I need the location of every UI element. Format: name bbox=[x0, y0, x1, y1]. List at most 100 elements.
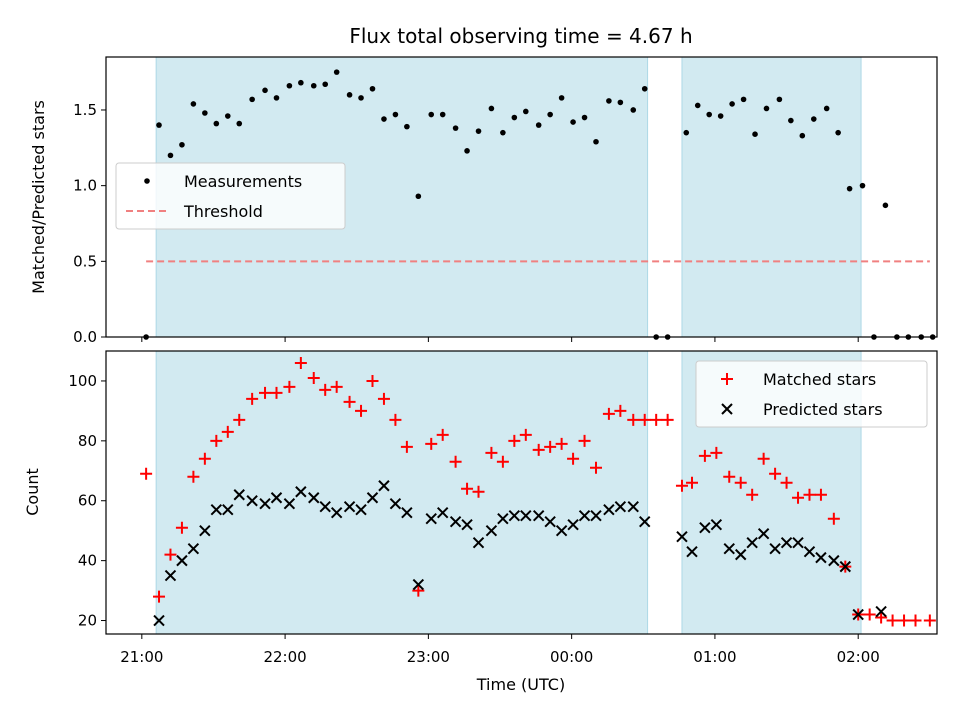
predicted-star-point bbox=[614, 501, 627, 513]
measurement-point bbox=[535, 122, 542, 128]
measurement-point bbox=[593, 138, 599, 145]
matched-star-point bbox=[863, 608, 876, 621]
measurement-point bbox=[581, 114, 588, 121]
predicted-star-point bbox=[627, 501, 639, 513]
matched-star-point bbox=[343, 395, 356, 408]
matched-star-point bbox=[685, 476, 698, 489]
legend-predicted-marker bbox=[721, 403, 733, 415]
predicted-star-point bbox=[199, 524, 211, 537]
measurement-point bbox=[224, 113, 231, 119]
measurement-point bbox=[694, 102, 701, 109]
matched-star-point bbox=[233, 413, 246, 426]
predicted-star-point bbox=[295, 486, 307, 498]
measurement-point bbox=[522, 108, 529, 115]
matched-star-point bbox=[307, 371, 320, 384]
matched-star-point bbox=[578, 434, 591, 447]
bottom-legend-box bbox=[695, 360, 928, 428]
predicted-star-point bbox=[485, 524, 498, 537]
matched-star-point bbox=[377, 392, 390, 405]
predicted-star-point bbox=[283, 498, 296, 510]
predicted-star-point bbox=[875, 605, 887, 618]
top-panel: 0.0 0.5 1.0 1.5 Matched/Predicted stars Mea… bbox=[29, 56, 938, 346]
top-x-ticks bbox=[141, 337, 859, 342]
matched-star-point bbox=[886, 614, 899, 627]
predicted-star-point bbox=[815, 551, 827, 564]
predicted-star-point bbox=[412, 578, 425, 591]
predicted-star-point bbox=[590, 510, 602, 522]
top-y-tick-label: 1.0 bbox=[73, 177, 97, 195]
measurement-point bbox=[606, 98, 612, 104]
predicted-star-point bbox=[699, 521, 711, 534]
matched-star-point bbox=[567, 452, 580, 465]
predicted-star-point bbox=[425, 512, 437, 525]
top-y-ticks: 0.0 0.5 1.0 1.5 bbox=[73, 101, 106, 346]
chart-title: Flux total observing time = 4.67 h bbox=[349, 24, 692, 48]
measurement-point bbox=[428, 111, 435, 118]
bottom-y-tick-label: 20 bbox=[78, 612, 97, 630]
legend-matched-label: Matched stars bbox=[763, 370, 876, 389]
predicted-star-point bbox=[639, 515, 651, 528]
predicted-star-point bbox=[187, 542, 200, 555]
matched-star-point bbox=[400, 440, 413, 453]
matched-star-point bbox=[650, 413, 663, 426]
matched-star-point bbox=[259, 386, 272, 399]
matched-stars-points bbox=[140, 356, 936, 627]
measurement-point bbox=[729, 101, 735, 107]
predicted-star-point bbox=[389, 498, 402, 510]
predicted-star-point bbox=[532, 510, 545, 522]
measurement-point bbox=[202, 110, 208, 116]
predicted-stars-points bbox=[153, 480, 887, 627]
measurement-point bbox=[369, 85, 376, 92]
measurement-point bbox=[179, 141, 185, 148]
bottom-y-axis-label: Count bbox=[23, 468, 42, 516]
x-tick-label: 22:00 bbox=[263, 648, 306, 666]
measurement-point bbox=[488, 105, 495, 112]
measurement-point bbox=[835, 129, 841, 136]
measurement-point bbox=[286, 82, 293, 89]
matched-star-point bbox=[449, 455, 462, 468]
matched-star-point bbox=[627, 413, 640, 426]
measurement-point bbox=[298, 79, 304, 86]
top-y-tick-label: 1.5 bbox=[73, 101, 97, 119]
measurement-point bbox=[570, 119, 576, 125]
predicted-star-point bbox=[308, 492, 320, 504]
matched-star-point bbox=[909, 614, 922, 627]
predicted-star-point bbox=[436, 507, 449, 519]
predicted-star-point bbox=[153, 614, 165, 627]
matched-star-point bbox=[330, 380, 343, 393]
predicted-star-point bbox=[508, 510, 521, 522]
matched-star-point bbox=[246, 392, 259, 405]
matched-star-point bbox=[412, 584, 425, 597]
matched-star-point bbox=[508, 434, 521, 447]
matched-star-point bbox=[638, 413, 651, 426]
matched-star-point bbox=[461, 482, 474, 495]
bottom-x-ticks: 21:00 22:00 23:00 00:00 01:00 02:00 bbox=[120, 634, 880, 666]
measurement-point bbox=[213, 120, 220, 127]
predicted-star-point bbox=[792, 536, 804, 549]
matched-star-point bbox=[472, 485, 485, 498]
measurement-point bbox=[358, 95, 364, 101]
matched-star-point bbox=[270, 386, 283, 399]
matched-star-point bbox=[532, 443, 545, 456]
measurement-point bbox=[464, 148, 470, 154]
predicted-star-point bbox=[270, 492, 283, 504]
predicted-star-point bbox=[355, 504, 367, 516]
matched-star-point bbox=[436, 428, 449, 441]
predicted-star-point bbox=[233, 489, 245, 501]
bottom-legend: Matched stars Predicted stars bbox=[695, 360, 928, 428]
predicted-star-point bbox=[343, 501, 356, 513]
measurement-point bbox=[439, 111, 446, 118]
measurement-point bbox=[617, 99, 624, 106]
matched-star-point bbox=[698, 449, 711, 462]
matched-star-point bbox=[164, 548, 177, 561]
measurement-point bbox=[249, 96, 255, 103]
matched-star-point bbox=[485, 446, 498, 459]
predicted-star-point bbox=[544, 515, 556, 528]
measurement-point bbox=[706, 111, 712, 118]
measurement-point bbox=[752, 131, 758, 137]
matched-star-point bbox=[496, 455, 509, 468]
predicted-star-point bbox=[259, 498, 271, 510]
matched-star-point bbox=[294, 356, 307, 369]
matched-star-point bbox=[757, 452, 770, 465]
